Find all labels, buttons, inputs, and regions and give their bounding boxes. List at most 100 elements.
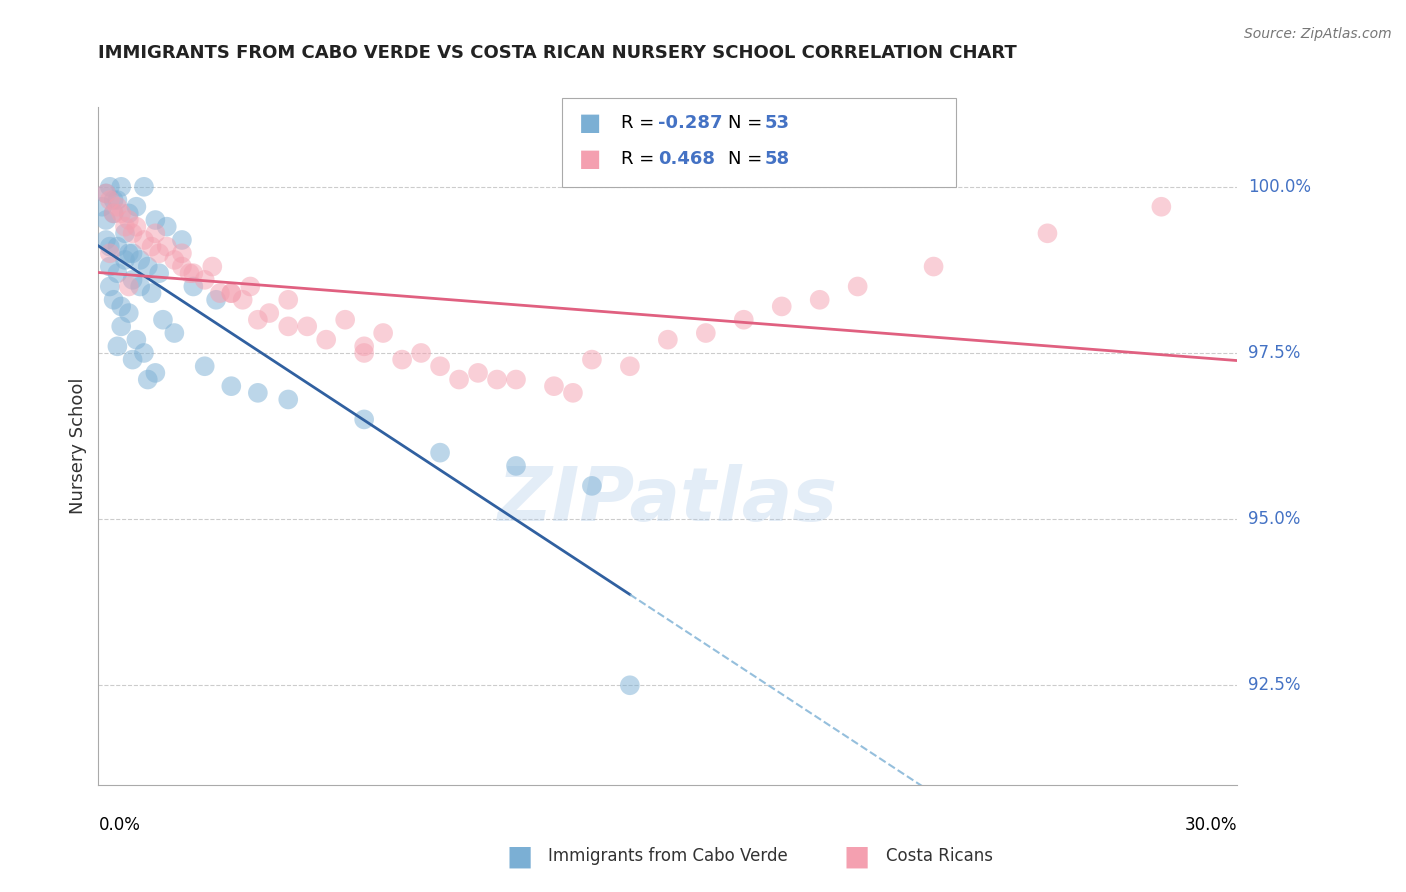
Point [170,246,193,260]
Point [125,333,148,347]
Point [148,266,170,280]
Point [221,286,243,301]
Point [103,206,125,220]
Point [221,286,243,301]
Point [562,385,585,400]
Point [315,333,337,347]
Point [505,458,527,473]
Point [770,300,793,314]
Text: ■: ■ [506,842,533,871]
Point [581,352,603,367]
Point [353,346,375,360]
Point [581,479,603,493]
Text: Source: ZipAtlas.com: Source: ZipAtlas.com [1244,27,1392,41]
Point [486,372,509,386]
Text: 58: 58 [765,150,790,168]
Point [91,200,114,214]
Point [277,392,299,407]
Point [695,326,717,340]
Point [118,213,141,227]
Point [114,252,136,267]
Point [297,319,319,334]
Point [110,179,132,194]
Point [118,306,141,320]
Point [129,279,152,293]
Point [163,252,186,267]
Point [125,200,148,214]
Text: 95.0%: 95.0% [1249,510,1301,528]
Text: N =: N = [728,114,768,132]
Point [114,227,136,241]
Text: -0.287: -0.287 [658,114,723,132]
Point [136,372,159,386]
Point [98,246,121,260]
Text: 97.5%: 97.5% [1249,344,1301,362]
Point [132,179,155,194]
Point [107,339,129,353]
Point [156,239,179,253]
Point [98,279,121,293]
Point [194,273,217,287]
Text: Immigrants from Cabo Verde: Immigrants from Cabo Verde [548,847,789,865]
Point [277,319,299,334]
Point [657,333,679,347]
Point [232,293,254,307]
Point [110,319,132,334]
Point [103,193,125,207]
Point [619,359,641,374]
Point [121,227,143,241]
Point [94,213,117,227]
Text: 100.0%: 100.0% [1249,178,1312,196]
Point [145,366,167,380]
Point [145,213,167,227]
Point [846,279,869,293]
Text: ■: ■ [579,147,602,170]
Point [619,678,641,692]
Point [201,260,224,274]
Point [194,359,217,374]
Text: ■: ■ [579,112,602,135]
Point [156,219,179,234]
Point [94,186,117,201]
Point [118,246,141,260]
Point [170,260,193,274]
Point [505,372,527,386]
Point [132,233,155,247]
Point [107,193,129,207]
Point [110,206,132,220]
Text: 0.468: 0.468 [658,150,716,168]
Point [141,239,163,253]
Point [129,252,152,267]
Text: 53: 53 [765,114,790,132]
Point [429,359,451,374]
Point [118,279,141,293]
Point [183,266,205,280]
Y-axis label: Nursery School: Nursery School [69,377,87,515]
Point [121,246,143,260]
Point [208,286,231,301]
Point [98,179,121,194]
Text: R =: R = [621,114,661,132]
Text: R =: R = [621,150,661,168]
Point [98,260,121,274]
Text: IMMIGRANTS FROM CABO VERDE VS COSTA RICAN NURSERY SCHOOL CORRELATION CHART: IMMIGRANTS FROM CABO VERDE VS COSTA RICA… [98,45,1017,62]
Point [121,352,143,367]
Point [107,200,129,214]
Point [103,206,125,220]
Point [429,445,451,459]
Point [411,346,433,360]
Text: 30.0%: 30.0% [1185,815,1237,833]
Point [391,352,413,367]
Text: 92.5%: 92.5% [1249,676,1301,694]
Point [132,346,155,360]
Point [1036,227,1059,241]
Point [121,273,143,287]
Point [148,246,170,260]
Point [152,312,174,326]
Point [110,300,132,314]
Point [467,366,489,380]
Point [136,260,159,274]
Point [239,279,262,293]
Point [205,293,228,307]
Point [335,312,357,326]
